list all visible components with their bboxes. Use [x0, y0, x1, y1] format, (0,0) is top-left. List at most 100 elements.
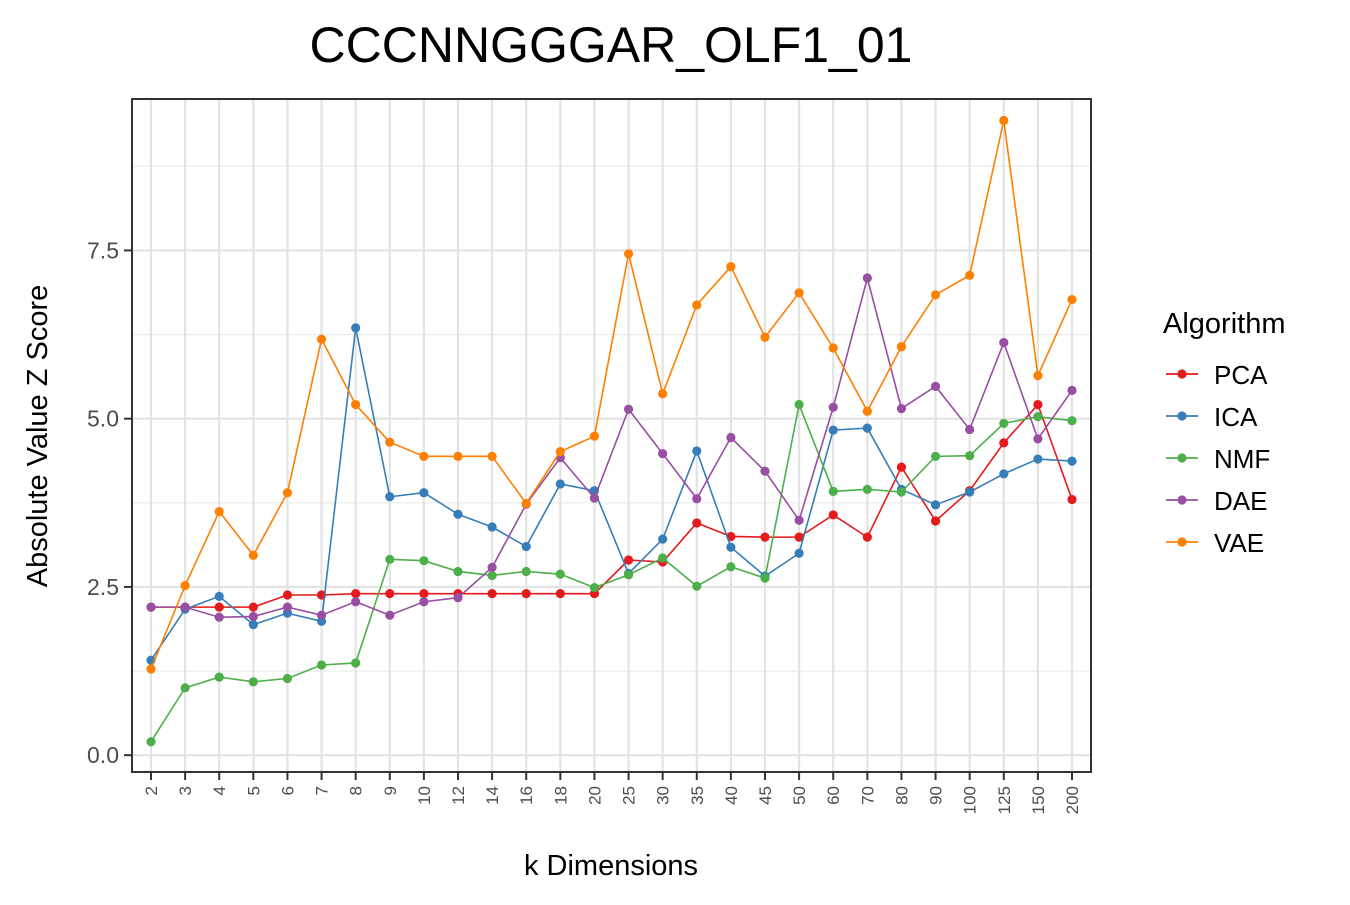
- data-point-ica: [351, 323, 361, 333]
- data-point-pca: [521, 589, 531, 599]
- data-point-nmf: [487, 570, 497, 581]
- y-tick-label: 2.5: [87, 574, 119, 600]
- legend-title: Algorithm: [1163, 308, 1286, 340]
- data-point-dae: [930, 381, 941, 391]
- data-point-dae: [999, 338, 1009, 348]
- data-point-vae: [623, 249, 634, 259]
- data-point-ica: [794, 548, 804, 558]
- x-tick-label: 3: [176, 786, 195, 795]
- data-point-dae: [1033, 434, 1043, 444]
- data-point-ica: [692, 446, 702, 456]
- data-point-vae: [385, 437, 395, 447]
- x-tick-label: 100: [961, 786, 980, 814]
- data-point-dae: [828, 402, 838, 412]
- x-tick-label: 7: [313, 786, 332, 795]
- data-point-pca: [282, 590, 293, 600]
- data-point-nmf: [862, 484, 872, 494]
- data-point-dae: [965, 424, 975, 435]
- y-tick-label: 0.0: [87, 742, 119, 768]
- data-point-nmf: [896, 487, 907, 497]
- legend-label-vae: VAE: [1214, 528, 1264, 558]
- data-point-ica: [828, 425, 838, 435]
- data-point-dae: [862, 273, 872, 283]
- data-point-pca: [351, 589, 361, 599]
- data-point-ica: [999, 469, 1009, 479]
- data-point-vae: [794, 288, 804, 298]
- data-point-vae: [453, 451, 463, 461]
- data-point-nmf: [623, 570, 634, 580]
- data-point-dae: [794, 515, 804, 525]
- x-tick-label: 35: [688, 786, 707, 805]
- x-tick-label: 12: [449, 786, 468, 805]
- data-point-vae: [180, 580, 190, 591]
- y-tick-label: 7.5: [87, 237, 119, 263]
- data-point-pca: [419, 589, 429, 599]
- data-point-nmf: [555, 569, 565, 579]
- x-tick-label: 20: [585, 786, 604, 805]
- data-point-nmf: [453, 566, 463, 577]
- legend-key-point: [1177, 411, 1187, 421]
- data-point-ica: [1033, 454, 1043, 464]
- legend-key-point: [1177, 495, 1187, 505]
- data-point-nmf: [589, 582, 600, 593]
- data-point-nmf: [146, 737, 156, 747]
- data-point-vae: [248, 550, 258, 560]
- series-line-pca: [151, 403, 1073, 608]
- series-line-dae: [151, 274, 1073, 619]
- data-point-nmf: [351, 658, 361, 668]
- x-tick-label: 25: [620, 786, 639, 805]
- data-point-nmf: [692, 581, 702, 591]
- data-point-pca: [760, 532, 770, 542]
- data-point-vae: [896, 342, 907, 352]
- data-point-ica: [930, 500, 941, 510]
- x-tick-label: 6: [278, 786, 297, 795]
- data-point-nmf: [760, 573, 770, 583]
- data-point-vae: [316, 334, 327, 344]
- data-point-nmf: [248, 677, 258, 687]
- data-point-nmf: [385, 554, 395, 564]
- data-point-dae: [248, 611, 258, 622]
- data-point-ica: [862, 423, 872, 433]
- data-point-nmf: [419, 556, 429, 566]
- data-point-pca: [828, 510, 838, 520]
- data-point-pca: [1067, 494, 1077, 505]
- data-point-dae: [385, 610, 395, 620]
- x-tick-label: 18: [551, 786, 570, 805]
- data-point-ica: [487, 522, 497, 532]
- x-tick-label: 70: [858, 786, 877, 805]
- plot-border: [131, 98, 1092, 773]
- data-point-ica: [214, 591, 224, 601]
- data-point-dae: [589, 493, 600, 503]
- data-point-dae: [726, 432, 736, 443]
- x-tick-label: 9: [381, 786, 400, 795]
- data-point-nmf: [1033, 412, 1043, 422]
- data-point-dae: [487, 562, 497, 573]
- x-tick-label: 90: [927, 786, 946, 805]
- y-tick-label: 5.0: [87, 406, 119, 432]
- data-point-nmf: [930, 451, 941, 461]
- data-point-pca: [1033, 399, 1043, 410]
- data-point-dae: [623, 404, 634, 414]
- data-point-nmf: [282, 673, 293, 684]
- data-point-nmf: [180, 683, 190, 693]
- data-point-ica: [1067, 456, 1077, 466]
- data-point-ica: [521, 541, 531, 552]
- data-point-vae: [658, 389, 668, 399]
- data-point-ica: [248, 620, 258, 630]
- data-point-vae: [930, 290, 941, 300]
- data-point-vae: [692, 300, 702, 310]
- series-line-ica: [150, 327, 1073, 661]
- data-point-ica: [453, 509, 463, 519]
- data-point-nmf: [214, 672, 224, 682]
- data-point-vae: [965, 270, 975, 280]
- legend-key-point: [1177, 537, 1187, 547]
- series-line-vae: [150, 120, 1073, 670]
- data-point-nmf: [828, 486, 838, 496]
- data-point-ica: [385, 492, 395, 502]
- data-point-pca: [214, 602, 224, 612]
- data-point-ica: [965, 487, 975, 497]
- x-tick-label: 16: [517, 786, 536, 805]
- x-tick-label: 200: [1063, 786, 1082, 814]
- legend-key-point: [1177, 453, 1187, 463]
